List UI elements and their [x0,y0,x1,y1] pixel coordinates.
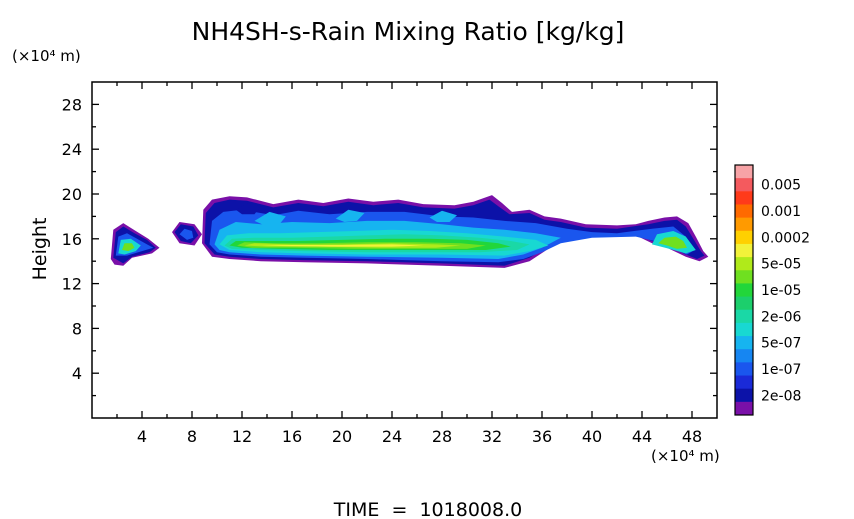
colorbar-swatch [735,191,753,205]
x-tick-label: 20 [332,427,352,446]
y-tick-label: 16 [62,230,82,249]
y-tick-label: 4 [72,364,82,383]
x-tick-label: 16 [282,427,302,446]
colorbar-swatch [735,349,753,363]
colorbar-swatch [735,309,753,324]
colorbar-label: 5e-05 [761,257,801,273]
colorbar-swatch [735,283,753,298]
plot-frame [91,81,718,419]
x-tick-label: 28 [432,427,452,446]
colorbar-swatch [735,230,753,245]
colorbar-swatch [735,362,753,377]
x-tick-label: 36 [532,427,552,446]
x-tick-label: 44 [632,427,652,446]
colorbar-swatch [735,243,753,258]
region-23 [235,203,261,215]
region-22 [429,210,457,222]
colorbar-swatch [735,296,753,311]
colorbar-label: 2e-08 [761,388,801,404]
region-21 [335,209,365,222]
region-4 [122,243,135,252]
y-tick-label: 12 [62,275,82,294]
colorbar-swatch [735,257,753,271]
y-unit-label: (×10⁴ m) [12,47,81,65]
x-unit-label: (×10⁴ m) [651,447,720,465]
y-tick-label: 24 [62,140,82,159]
time-footer: TIME = 1018008.0 [333,499,522,519]
x-tick-label: 24 [382,427,402,446]
y-axis-label: Height [29,218,51,281]
colorbar-swatch [735,388,753,403]
y-tick-label: 28 [62,95,82,114]
colorbar-swatch [735,204,753,219]
region-17 [260,244,424,247]
colorbar-swatch [735,178,753,192]
colorbar-swatch [735,217,753,232]
colorbar-swatch [735,375,753,390]
colorbar: 0.005 0.001 0.0002 5e-05 1e-05 2e-06 5e-07 1e-0… [734,164,810,416]
x-tick-label: 40 [582,427,602,446]
colorbar-label: 1e-07 [761,362,801,378]
colorbar-frame [734,164,754,416]
x-tick-label: 12 [232,427,252,446]
colorbar-swatch [735,322,753,337]
x-tick-label: 32 [482,427,502,446]
x-tick-label: 4 [137,427,147,446]
colorbar-swatch [735,165,753,179]
colorbar-label: 2e-06 [761,309,801,325]
colorbar-swatch [735,336,753,350]
chart-title: NH4SH-s-Rain Mixing Ratio [kg/kg] [192,17,625,46]
colorbar-label: 1e-05 [761,283,801,299]
colorbar-label: 0.0002 [761,230,810,246]
region-20 [254,211,286,226]
y-tick-label: 8 [72,319,82,338]
colorbar-label: 0.001 [761,204,801,220]
x-tick-label: 8 [187,427,197,446]
region-7 [179,228,194,240]
colorbar-label: 0.005 [761,178,801,194]
colorbar-label: 5e-07 [761,336,801,352]
region-19 [658,236,687,249]
x-tick-label: 48 [682,427,702,446]
colorbar-swatch [735,270,753,284]
y-tick-label: 20 [62,185,82,204]
heatmap-regions [110,195,709,268]
colorbar-swatch [735,401,753,416]
